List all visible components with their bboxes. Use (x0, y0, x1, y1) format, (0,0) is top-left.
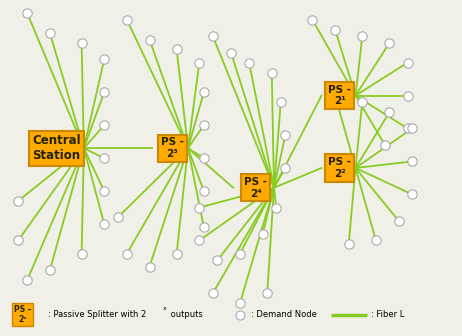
Point (237, 300, 244, 306)
Point (214, 257, 221, 263)
Point (381, 142, 389, 148)
Point (78, 40, 85, 46)
Point (123, 17, 131, 23)
Point (227, 50, 235, 55)
Point (237, 251, 244, 256)
Point (408, 159, 416, 164)
Point (195, 60, 203, 65)
Point (245, 60, 253, 65)
Point (200, 123, 207, 128)
Point (24, 10, 31, 16)
Point (200, 188, 207, 194)
Text: PS -
2⁴: PS - 2⁴ (244, 177, 267, 199)
Point (200, 156, 207, 161)
Point (14, 198, 22, 204)
Point (24, 277, 31, 283)
Text: x: x (163, 306, 167, 311)
Point (263, 290, 271, 296)
Point (146, 37, 153, 42)
Text: : Demand Node: : Demand Node (251, 310, 317, 319)
Point (282, 132, 289, 138)
Point (282, 165, 289, 171)
Point (345, 241, 353, 246)
Point (408, 192, 416, 197)
Point (331, 93, 339, 98)
Point (123, 251, 131, 256)
Point (200, 224, 207, 230)
Point (101, 57, 108, 62)
Point (395, 218, 402, 223)
Point (386, 109, 393, 115)
Point (259, 231, 267, 237)
Point (46, 30, 54, 36)
Point (372, 238, 380, 243)
Text: PS -
2¹: PS - 2¹ (328, 85, 351, 107)
Point (101, 188, 108, 194)
Point (408, 126, 416, 131)
Point (101, 156, 108, 161)
Text: PS -
2³: PS - 2³ (161, 137, 183, 159)
Point (386, 40, 393, 46)
Point (173, 47, 180, 52)
Text: outputs: outputs (168, 310, 202, 319)
Point (273, 205, 280, 210)
Text: PS –
2ˣ: PS – 2ˣ (14, 305, 31, 324)
Point (359, 99, 366, 105)
Point (404, 93, 411, 98)
Text: : Fiber L: : Fiber L (371, 310, 405, 319)
Point (101, 90, 108, 95)
Point (404, 126, 411, 131)
Point (195, 238, 203, 243)
Point (404, 60, 411, 65)
Point (268, 70, 275, 75)
Point (46, 267, 54, 273)
Point (200, 90, 207, 95)
Text: Central
Station: Central Station (32, 134, 81, 162)
Point (114, 215, 122, 220)
Point (146, 264, 153, 269)
Text: PS -
2²: PS - 2² (328, 157, 351, 179)
Point (78, 251, 85, 256)
Point (359, 34, 366, 39)
Point (309, 17, 316, 23)
Point (209, 34, 217, 39)
Point (14, 238, 22, 243)
Point (101, 221, 108, 227)
Point (209, 290, 217, 296)
Point (237, 312, 244, 317)
Point (277, 99, 285, 105)
Text: : Passive Splitter with 2: : Passive Splitter with 2 (48, 310, 146, 319)
Point (195, 205, 203, 210)
Point (173, 251, 180, 256)
Point (101, 123, 108, 128)
Point (331, 27, 339, 32)
